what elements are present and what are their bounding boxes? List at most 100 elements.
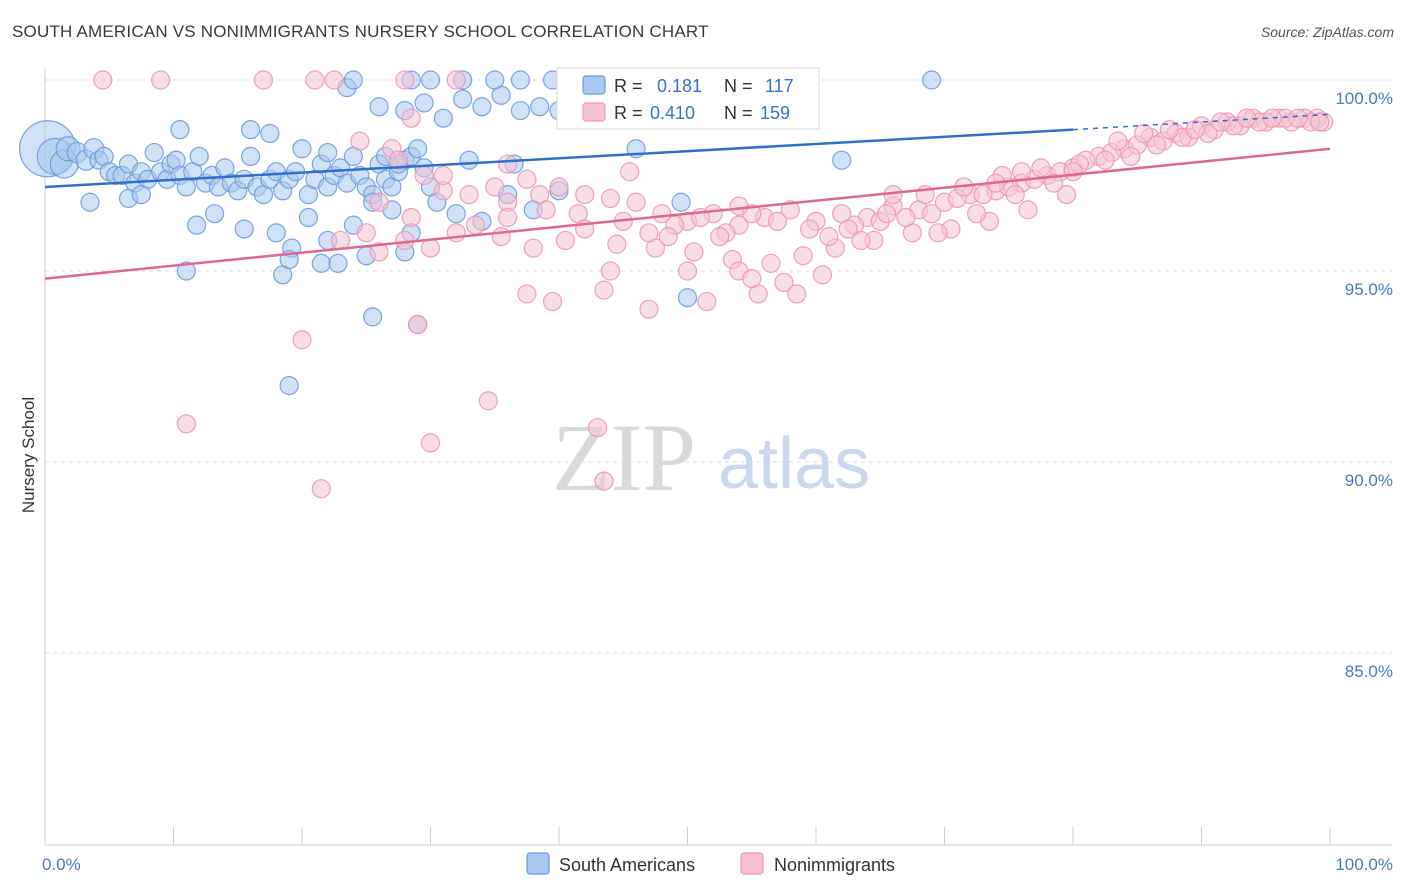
south-americans-point-95: [318, 142, 338, 163]
south-americans-point-119: [671, 192, 691, 212]
nonimmigrants-point-128: [1146, 135, 1167, 155]
legend-r-label-1: R =: [614, 76, 643, 96]
y-tick-label-3: 100.0%: [1335, 89, 1393, 108]
legend-swatch-blue: [582, 75, 606, 95]
nonimmigrants-point-1: [151, 70, 171, 90]
nonimmigrants-point-140: [1236, 108, 1257, 128]
south-americans-point-93: [241, 120, 261, 140]
nonimmigrants-point-84: [311, 479, 331, 499]
south-americans-point-65: [205, 204, 225, 224]
legend-n-value-2: 159: [760, 103, 790, 123]
nonimmigrants-point-61: [793, 246, 813, 266]
legend-n-label-1: N =: [724, 76, 753, 96]
south-americans-point-100: [433, 108, 453, 128]
nonimmigrants-point-73: [697, 291, 717, 312]
nonimmigrants-point-18: [575, 185, 595, 205]
nonimmigrants-point-76: [677, 261, 698, 281]
south-americans-point-113: [485, 70, 505, 90]
nonimmigrants-point-106: [973, 185, 993, 205]
watermark-zip: ZIP: [552, 404, 696, 511]
nonimmigrants-point-20: [626, 192, 646, 212]
nonimmigrants-point-136: [1134, 123, 1154, 144]
nonimmigrants-point-52: [465, 215, 486, 235]
south-americans-point-16: [144, 142, 164, 163]
nonimmigrants-point-26: [780, 200, 800, 220]
trend-line-nonimmigrants: [44, 147, 1331, 280]
source-credit: Source: ZipAtlas.com: [1260, 24, 1394, 40]
south-americans-point-63: [131, 185, 151, 205]
nonimmigrants-point-49: [369, 242, 389, 262]
south-americans-point-40: [292, 139, 312, 159]
nonimmigrants-point-7: [401, 108, 421, 128]
nonimmigrants-point-162: [928, 223, 948, 243]
nonimmigrants-point-69: [517, 284, 537, 304]
nonimmigrants-point-100: [819, 227, 839, 247]
nonimmigrants-point-60: [761, 253, 781, 273]
south-americans-point-81: [176, 261, 196, 281]
nonimmigrants-point-138: [1185, 120, 1205, 140]
nonimmigrants-point-158: [620, 162, 640, 182]
south-americans-point-61: [80, 192, 100, 212]
south-americans-point-117: [922, 70, 942, 90]
nonimmigrants-point-155: [658, 227, 678, 247]
nonimmigrants-point-159: [729, 196, 749, 216]
nonimmigrants-point-103: [896, 207, 916, 228]
nonimmigrants-point-78: [292, 330, 312, 350]
watermark-atlas: atlas: [718, 424, 870, 504]
nonimmigrants-point-14: [498, 154, 518, 174]
legend-box: R = 0.181 N = 117 R = 0.410 N = 159: [556, 67, 820, 130]
trend-line-south-americans: [44, 128, 1074, 189]
nonimmigrants-point-83: [420, 433, 441, 453]
legend-r-label-2: R =: [614, 103, 643, 123]
gridlines: [45, 79, 1392, 654]
nonimmigrants-point-152: [433, 165, 453, 186]
nonimmigrants-point-51: [420, 238, 441, 258]
nonimmigrants-point-6: [446, 70, 466, 90]
south-americans-point-114: [510, 70, 531, 90]
nonimmigrants-point-143: [1310, 112, 1330, 132]
nonimmigrants-point-124: [1031, 158, 1051, 178]
nonimmigrants-point-126: [1095, 150, 1115, 170]
south-americans-point-101: [453, 89, 473, 109]
nonimmigrants-point-8: [350, 131, 370, 151]
south-americans-point-105: [530, 97, 550, 117]
nonimmigrants-point-67: [1018, 200, 1038, 220]
south-americans-point-24: [189, 146, 209, 166]
nonimmigrants-point-88: [446, 223, 466, 243]
y-axis-label: Nursery School: [19, 397, 38, 513]
south-americans-point-94: [260, 123, 280, 144]
nonimmigrants-point-19: [600, 188, 621, 209]
nonimmigrants-point-90: [536, 200, 556, 220]
nonimmigrants-point-82: [587, 418, 608, 438]
y-tick-label-1: 90.0%: [1345, 471, 1393, 490]
nonimmigrants-point-0: [93, 70, 113, 90]
south-americans-point-67: [266, 223, 286, 243]
nonimmigrants-point-139: [1211, 112, 1231, 132]
south-americans-point-84: [311, 253, 331, 273]
south-americans-point-32: [241, 146, 261, 166]
nonimmigrants-point-163: [967, 204, 987, 224]
y-tick-label-0: 85.0%: [1345, 662, 1393, 681]
south-americans-point-99: [414, 93, 434, 113]
series-nonimmigrants: [93, 70, 1334, 499]
bottom-legend-label-blue: South Americans: [559, 855, 695, 875]
legend-swatch-pink: [582, 102, 606, 122]
south-americans-point-104: [510, 100, 531, 121]
nonimmigrants-point-58: [684, 242, 704, 262]
bottom-legend-label-pink: Nonimmigrants: [774, 855, 895, 875]
nonimmigrants-point-137: [1159, 120, 1179, 140]
nonimmigrants-point-148: [787, 284, 807, 304]
south-americans-point-92: [170, 120, 190, 140]
nonimmigrants-point-10: [414, 165, 434, 186]
nonimmigrants-point-79: [408, 314, 428, 335]
x-tick-label-1: 100.0%: [1335, 855, 1393, 874]
south-americans-point-123: [459, 150, 479, 170]
nonimmigrants-point-68: [1056, 185, 1077, 205]
nonimmigrants-point-54: [523, 238, 543, 258]
south-americans-point-97: [369, 97, 389, 117]
south-americans-point-66: [234, 219, 254, 239]
nonimmigrants-point-98: [767, 211, 788, 231]
nonimmigrants-point-160: [838, 219, 858, 239]
nonimmigrants-point-12: [459, 185, 479, 205]
nonimmigrants-point-48: [356, 223, 376, 243]
